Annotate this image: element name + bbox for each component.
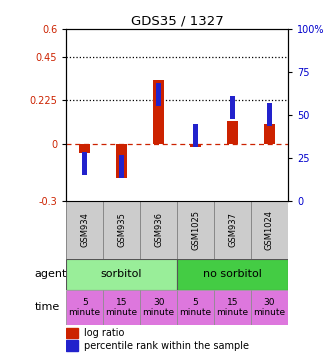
Bar xyxy=(214,201,251,258)
Bar xyxy=(66,290,103,325)
Bar xyxy=(116,144,127,178)
Text: 5
minute: 5 minute xyxy=(69,298,101,317)
Text: GSM937: GSM937 xyxy=(228,212,237,247)
Bar xyxy=(177,258,288,290)
Bar xyxy=(156,82,161,106)
Text: GSM1024: GSM1024 xyxy=(265,210,274,250)
Text: 5
minute: 5 minute xyxy=(179,298,212,317)
Bar xyxy=(66,201,103,258)
Bar xyxy=(103,201,140,258)
Bar xyxy=(193,124,198,147)
Text: agent: agent xyxy=(35,270,67,280)
Bar xyxy=(230,96,235,119)
Text: 30
minute: 30 minute xyxy=(254,298,286,317)
Bar xyxy=(264,124,275,144)
Bar xyxy=(267,103,272,126)
Bar xyxy=(119,155,124,178)
Text: GSM1025: GSM1025 xyxy=(191,210,200,250)
Bar xyxy=(140,290,177,325)
Bar xyxy=(82,152,87,175)
Bar xyxy=(153,80,164,144)
Bar xyxy=(79,144,90,153)
Text: GSM935: GSM935 xyxy=(117,212,126,247)
Text: 30
minute: 30 minute xyxy=(143,298,175,317)
Bar xyxy=(66,341,78,351)
Text: 15
minute: 15 minute xyxy=(216,298,249,317)
Bar xyxy=(66,328,78,338)
Text: GSM934: GSM934 xyxy=(80,212,89,247)
Text: log ratio: log ratio xyxy=(84,328,124,338)
Bar xyxy=(177,201,214,258)
Text: time: time xyxy=(35,302,60,312)
Text: 15
minute: 15 minute xyxy=(106,298,138,317)
Bar xyxy=(190,144,201,147)
Text: sorbitol: sorbitol xyxy=(101,270,142,280)
Bar xyxy=(214,290,251,325)
Text: percentile rank within the sample: percentile rank within the sample xyxy=(84,341,249,351)
Bar xyxy=(103,290,140,325)
Bar xyxy=(140,201,177,258)
Bar xyxy=(251,290,288,325)
Bar xyxy=(66,258,177,290)
Bar xyxy=(251,201,288,258)
Bar xyxy=(227,121,238,144)
Text: no sorbitol: no sorbitol xyxy=(203,270,262,280)
Text: GSM936: GSM936 xyxy=(154,212,163,247)
Title: GDS35 / 1327: GDS35 / 1327 xyxy=(131,14,223,27)
Bar xyxy=(177,290,214,325)
